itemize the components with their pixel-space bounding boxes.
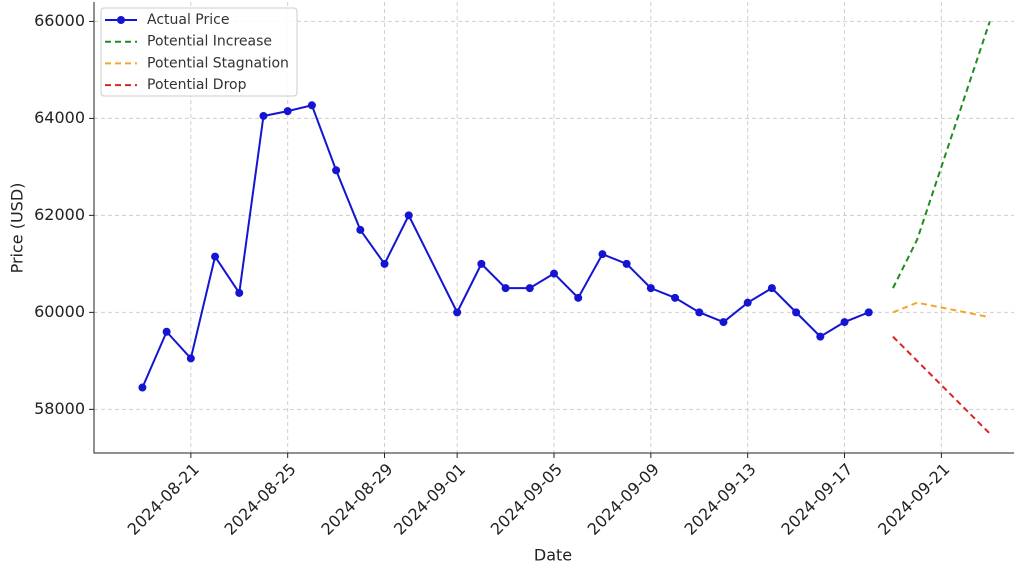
legend-marker bbox=[117, 16, 125, 24]
y-tick-label: 64000 bbox=[34, 108, 85, 127]
point bbox=[550, 269, 558, 278]
legend-label: Actual Price bbox=[147, 12, 229, 28]
x-tick-label: 2024-09-05 bbox=[487, 460, 566, 539]
legend-label: Potential Drop bbox=[147, 77, 247, 93]
point bbox=[235, 288, 244, 297]
point bbox=[622, 259, 631, 268]
point bbox=[840, 318, 849, 327]
point bbox=[525, 284, 534, 293]
point bbox=[186, 354, 195, 363]
point bbox=[356, 225, 365, 234]
x-tick-label: 2024-09-13 bbox=[681, 460, 760, 539]
x-axis-label: Date bbox=[534, 546, 572, 565]
point bbox=[259, 111, 268, 120]
x-tick-label: 2024-08-21 bbox=[124, 460, 203, 539]
point bbox=[162, 327, 171, 336]
y-tick-label: 66000 bbox=[34, 11, 85, 30]
x-tick-label: 2024-09-09 bbox=[584, 460, 663, 539]
point bbox=[477, 259, 486, 268]
point bbox=[598, 250, 607, 259]
point bbox=[380, 259, 389, 268]
y-axis-label: Price (USD) bbox=[8, 183, 27, 274]
point bbox=[404, 211, 413, 220]
point bbox=[307, 101, 316, 110]
x-tick-label: 2024-09-17 bbox=[777, 460, 856, 539]
point bbox=[743, 298, 752, 307]
point bbox=[501, 284, 510, 293]
x-tick-label: 2024-09-21 bbox=[874, 460, 953, 539]
point bbox=[138, 383, 147, 392]
series-line bbox=[892, 21, 991, 289]
point bbox=[864, 308, 873, 317]
x-tick-label: 2024-08-29 bbox=[317, 460, 396, 539]
y-tick-label: 58000 bbox=[34, 399, 85, 418]
point bbox=[816, 332, 825, 341]
legend-box bbox=[100, 7, 298, 97]
point bbox=[283, 107, 292, 116]
series-line bbox=[892, 301, 990, 319]
legend-label: Potential Stagnation bbox=[147, 55, 289, 71]
point bbox=[574, 293, 583, 302]
point bbox=[332, 166, 341, 175]
point bbox=[695, 308, 704, 317]
point bbox=[792, 308, 801, 317]
point bbox=[453, 308, 462, 317]
point bbox=[646, 284, 655, 293]
point bbox=[719, 318, 728, 327]
legend-label: Potential Increase bbox=[147, 34, 272, 50]
point bbox=[767, 284, 776, 293]
point bbox=[211, 252, 220, 261]
axes-frame bbox=[93, 2, 1014, 454]
y-tick-label: 60000 bbox=[34, 302, 85, 321]
x-tick-label: 2024-09-01 bbox=[390, 460, 469, 539]
y-tick-label: 62000 bbox=[34, 205, 85, 224]
series-line bbox=[141, 104, 870, 388]
series-line bbox=[892, 335, 991, 435]
point bbox=[671, 293, 680, 302]
x-tick-label: 2024-08-25 bbox=[221, 460, 300, 539]
